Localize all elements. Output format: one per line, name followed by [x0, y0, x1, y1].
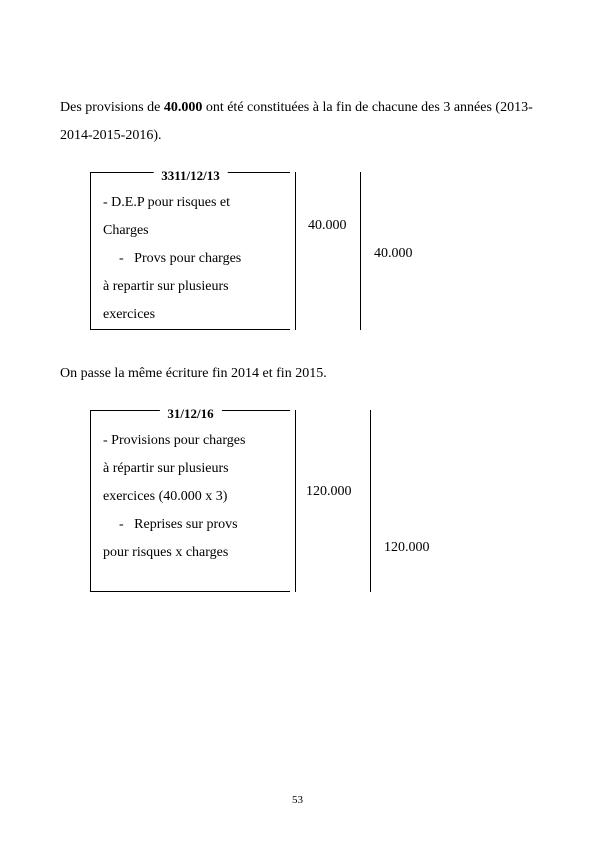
entry2-date: 31/12/16 [159, 401, 221, 427]
entry2-line4: - Reprises sur provs [103, 511, 280, 539]
paragraph-1: Des provisions de 40.000 ont été constit… [60, 94, 535, 150]
entry1-vline-2 [360, 172, 361, 330]
entry1-debit-box: 3311/12/13 - D.E.P pour risques et Charg… [90, 172, 290, 330]
entry1-date: 3311/12/13 [153, 163, 228, 189]
entry2-line1: - Provisions pour charges [103, 427, 280, 455]
para1-text-a: Des provisions de [60, 100, 164, 115]
entry2-line5: pour risques x charges [103, 539, 280, 567]
entry2-credit-amount: 120.000 [384, 540, 430, 556]
journal-entry-2: 31/12/16 - Provisions pour charges à rép… [90, 398, 535, 593]
entry1-line5: exercices [103, 301, 280, 329]
entry2-line3: exercices (40.000 x 3) [103, 483, 280, 511]
entry1-line1: - D.E.P pour risques et [103, 189, 280, 217]
entry2-vline-2 [370, 410, 371, 592]
entry1-line2: Charges [103, 217, 280, 245]
entry1-vline-1 [295, 172, 296, 330]
page-number: 53 [0, 794, 595, 806]
entry1-line3: - Provs pour charges [103, 245, 280, 273]
entry2-line2: à répartir sur plusieurs [103, 455, 280, 483]
entry2-debit-box: 31/12/16 - Provisions pour charges à rép… [90, 410, 290, 592]
entry1-line4: à repartir sur plusieurs [103, 273, 280, 301]
paragraph-2: On passe la même écriture fin 2014 et fi… [60, 360, 535, 388]
para1-bold: 40.000 [164, 100, 203, 115]
journal-entry-1: 3311/12/13 - D.E.P pour risques et Charg… [90, 160, 535, 330]
entry1-credit-amount: 40.000 [374, 246, 413, 262]
entry1-debit-amount: 40.000 [308, 218, 347, 234]
entry2-vline-1 [295, 410, 296, 592]
entry2-debit-amount: 120.000 [306, 484, 352, 500]
